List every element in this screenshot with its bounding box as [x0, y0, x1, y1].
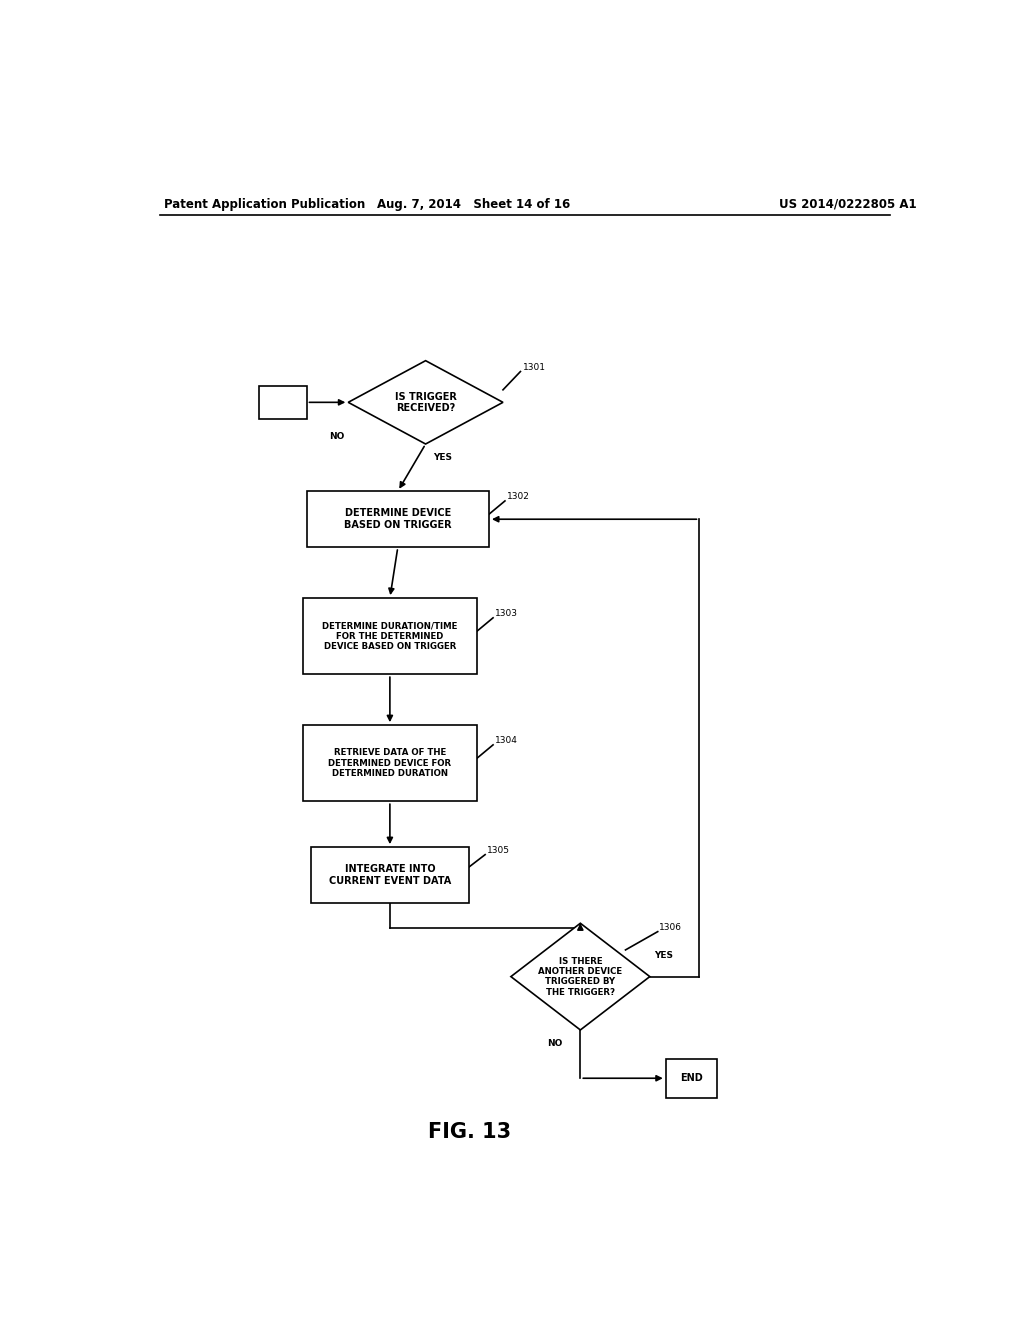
Polygon shape — [348, 360, 503, 444]
Text: DETERMINE DEVICE
BASED ON TRIGGER: DETERMINE DEVICE BASED ON TRIGGER — [344, 508, 452, 531]
Text: INTEGRATE INTO
CURRENT EVENT DATA: INTEGRATE INTO CURRENT EVENT DATA — [329, 865, 451, 886]
Text: IS TRIGGER
RECEIVED?: IS TRIGGER RECEIVED? — [394, 392, 457, 413]
Text: NO: NO — [547, 1039, 562, 1048]
Polygon shape — [511, 923, 650, 1030]
Text: DETERMINE DURATION/TIME
FOR THE DETERMINED
DEVICE BASED ON TRIGGER: DETERMINE DURATION/TIME FOR THE DETERMIN… — [323, 622, 458, 651]
Text: Aug. 7, 2014   Sheet 14 of 16: Aug. 7, 2014 Sheet 14 of 16 — [377, 198, 569, 211]
Text: END: END — [680, 1073, 702, 1084]
Text: YES: YES — [653, 952, 673, 961]
Text: 1305: 1305 — [486, 846, 510, 854]
FancyBboxPatch shape — [259, 385, 306, 420]
Text: YES: YES — [433, 453, 453, 462]
Text: 1303: 1303 — [495, 609, 518, 618]
Text: RETRIEVE DATA OF THE
DETERMINED DEVICE FOR
DETERMINED DURATION: RETRIEVE DATA OF THE DETERMINED DEVICE F… — [329, 748, 452, 777]
Text: IS THERE
ANOTHER DEVICE
TRIGGERED BY
THE TRIGGER?: IS THERE ANOTHER DEVICE TRIGGERED BY THE… — [539, 957, 623, 997]
FancyBboxPatch shape — [666, 1059, 717, 1097]
Text: Patent Application Publication: Patent Application Publication — [164, 198, 365, 211]
Text: 1302: 1302 — [507, 492, 529, 500]
Text: FIG. 13: FIG. 13 — [428, 1122, 511, 1142]
Text: 1306: 1306 — [659, 923, 682, 932]
FancyBboxPatch shape — [303, 725, 477, 801]
FancyBboxPatch shape — [306, 491, 489, 548]
FancyBboxPatch shape — [310, 847, 469, 903]
Text: US 2014/0222805 A1: US 2014/0222805 A1 — [778, 198, 916, 211]
Text: NO: NO — [329, 432, 344, 441]
FancyBboxPatch shape — [303, 598, 477, 675]
Text: 1304: 1304 — [495, 735, 517, 744]
Text: 1301: 1301 — [523, 363, 546, 371]
